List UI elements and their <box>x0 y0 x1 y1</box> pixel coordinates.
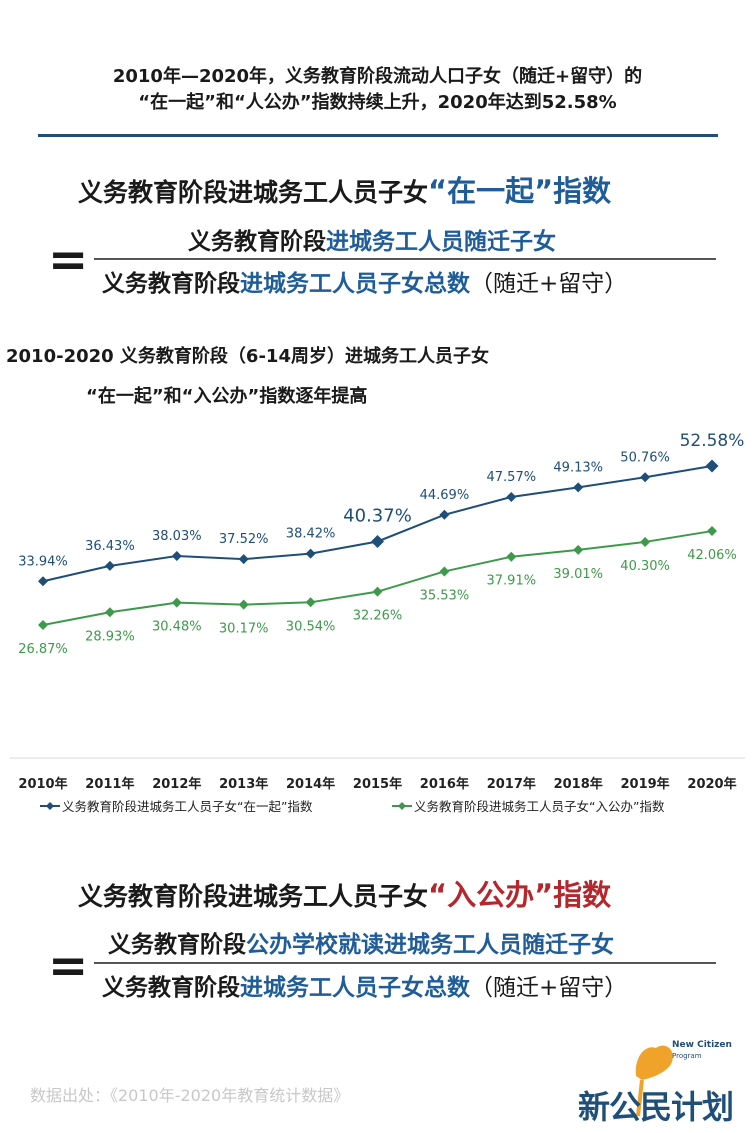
data-label-0: 47.57% <box>487 470 537 485</box>
data-label-1: 40.30% <box>620 559 670 574</box>
series-point-0 <box>238 554 249 565</box>
formula1-title-prefix: 义务教育阶段进城务工人员子女 <box>78 178 429 207</box>
formula2-numerator-prefix: 义务教育阶段 <box>108 932 246 958</box>
x-tick-label: 2016年 <box>420 776 469 792</box>
formula2-title-highlight: “入公办”指数 <box>428 878 612 912</box>
data-label-0: 40.37% <box>343 506 412 527</box>
data-label-1: 28.93% <box>85 629 135 644</box>
data-label-0: 44.69% <box>420 488 470 503</box>
formula1-denominator-prefix: 义务教育阶段 <box>102 271 240 297</box>
data-label-0: 38.42% <box>286 527 336 542</box>
logo-sub1: New Citizen <box>672 1040 732 1050</box>
formula2-denominator-highlight: 进城务工人员子女总数 <box>240 975 470 1001</box>
series-point-0 <box>506 491 517 502</box>
data-label-1: 30.54% <box>286 619 336 634</box>
series-point-1 <box>238 599 249 610</box>
series-point-0 <box>573 482 584 493</box>
chart-title-line1: 2010-2020 义务教育阶段（6-14周岁）进城务工人员子女 <box>6 346 489 367</box>
series-point-1 <box>439 566 450 577</box>
series-point-0 <box>640 472 651 483</box>
series-point-1 <box>640 536 651 547</box>
formula2-denominator-prefix: 义务教育阶段 <box>102 975 240 1001</box>
formula1-fraction-bar <box>94 258 716 260</box>
page-headline-line2: “在一起”和“人公办”指数持续上升，2020年达到52.58% <box>138 92 617 113</box>
data-label-1: 37.91% <box>487 574 537 589</box>
series-point-1 <box>305 597 316 608</box>
data-label-1: 30.17% <box>219 622 269 637</box>
x-tick-label: 2020年 <box>687 776 736 792</box>
formula2-denominator: 义务教育阶段进城务工人员子女总数（随迁+留守） <box>102 968 627 1002</box>
formula1-denominator-highlight: 进城务工人员子女总数 <box>240 271 470 297</box>
formula2-equals: = <box>48 938 89 994</box>
data-label-1: 30.48% <box>152 620 202 635</box>
series-point-0 <box>439 509 450 520</box>
series-point-1 <box>38 620 48 630</box>
x-tick-label: 2018年 <box>554 776 603 792</box>
data-label-1: 39.01% <box>553 567 603 582</box>
x-tick-label: 2012年 <box>152 776 201 792</box>
legend-marker-1 <box>398 802 406 810</box>
series-point-1 <box>573 544 584 555</box>
chart-title-line2: “在一起”和“入公办”指数逐年提高 <box>86 386 368 407</box>
formula2-title: 义务教育阶段进城务工人员子女“入公办”指数 <box>78 872 611 914</box>
new-citizen-logo: New Citizen Program 新公民计划 <box>576 1036 746 1128</box>
ginkgo-leaf-icon <box>635 1045 673 1117</box>
formula1-numerator-prefix: 义务教育阶段 <box>188 229 326 255</box>
data-label-0: 50.76% <box>620 450 670 465</box>
formula2-numerator: 义务教育阶段公办学校就读进城务工人员随迁子女 <box>108 925 614 959</box>
formula1-numerator-highlight: 进城务工人员随迁子女 <box>326 229 556 255</box>
x-tick-label: 2013年 <box>219 776 268 792</box>
page-headline-line1: 2010年—2020年，义务教育阶段流动人口子女（随迁+留守）的 <box>112 66 643 87</box>
line-chart: 2010年 2011年 2012年 2013年 2014年 2015年 2016年 2017年… <box>10 431 745 814</box>
series-point-0 <box>305 548 316 559</box>
data-label-1: 35.53% <box>420 588 470 603</box>
data-label-0: 38.03% <box>152 529 202 544</box>
data-label-1: 42.06% <box>687 548 737 563</box>
series-point-1 <box>372 586 383 597</box>
data-label-1: 32.26% <box>353 609 403 624</box>
formula1-equals: = <box>48 232 89 288</box>
data-label-0: 37.52% <box>219 532 269 547</box>
series-point-0 <box>171 550 182 561</box>
formula2-numerator-highlight: 公办学校就读进城务工人员随迁子女 <box>246 932 614 958</box>
formula2-fraction-bar <box>94 962 716 964</box>
series-point-1 <box>707 526 717 537</box>
legend-marker-0 <box>46 802 54 810</box>
data-source: 数据出处：《2010年-2020年教育统计数据》 <box>30 1086 350 1105</box>
data-label-0: 36.43% <box>85 539 135 554</box>
logo-text: 新公民计划 <box>578 1088 734 1126</box>
formula2-denominator-suffix: （随迁+留守） <box>470 975 628 1001</box>
legend-label-1: 义务教育阶段进城务工人员子女“入公办”指数 <box>414 799 665 814</box>
data-label-0: 52.58% <box>680 431 745 451</box>
formula1-denominator-suffix: （随迁+留守） <box>470 271 628 297</box>
logo-sub2: Program <box>672 1052 702 1060</box>
x-tick-label: 2019年 <box>621 776 670 792</box>
header-divider <box>38 134 718 137</box>
data-label-0: 33.94% <box>18 554 68 569</box>
series-point-1 <box>171 597 182 608</box>
series-point-0 <box>371 535 384 549</box>
series-point-0 <box>104 560 115 571</box>
formula2-title-prefix: 义务教育阶段进城务工人员子女 <box>78 882 429 911</box>
x-tick-label: 2014年 <box>286 776 335 792</box>
data-label-1: 26.87% <box>18 642 68 657</box>
x-tick-label: 2010年 <box>18 776 67 792</box>
series-point-1 <box>506 551 517 562</box>
formula1-denominator: 义务教育阶段进城务工人员子女总数（随迁+留守） <box>102 264 627 298</box>
data-label-0: 49.13% <box>553 460 603 475</box>
formula1-numerator: 义务教育阶段进城务工人员随迁子女 <box>188 222 556 256</box>
series-point-1 <box>104 607 115 618</box>
legend-label-0: 义务教育阶段进城务工人员子女“在一起”指数 <box>62 799 313 814</box>
formula1-title: 义务教育阶段进城务工人员子女“在一起”指数 <box>78 168 611 210</box>
formula1-title-highlight: “在一起”指数 <box>428 174 612 208</box>
series-point-0 <box>38 576 48 587</box>
x-tick-label: 2017年 <box>487 776 536 792</box>
x-tick-label: 2015年 <box>353 776 402 792</box>
x-tick-label: 2011年 <box>85 776 134 792</box>
series-point-0 <box>705 459 719 473</box>
